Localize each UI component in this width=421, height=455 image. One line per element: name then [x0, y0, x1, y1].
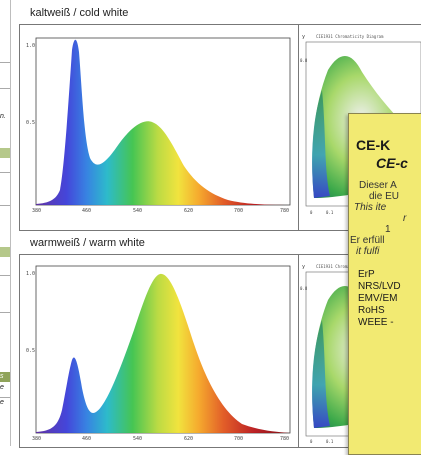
warm-white-spectrum-chart: 1.0 0.5 380 460 540 620 700 780: [26, 265, 291, 442]
ce-card-line: 1: [385, 224, 391, 235]
x-tick-label: 540: [133, 208, 142, 214]
section-title-warm-white: warmweiß / warm white: [30, 237, 145, 249]
ce-directive-item: NRS/LVD: [358, 281, 401, 292]
x-tick-label: 460: [82, 208, 91, 214]
x-tick-label: 620: [184, 436, 193, 442]
ce-card-line: Er erfüll: [350, 235, 385, 246]
x-tick-label: 620: [184, 208, 193, 214]
x-tick-label: 780: [280, 208, 289, 214]
cie-gamut-blue: [312, 320, 330, 428]
cie-y-label: y: [302, 34, 305, 40]
spectrum-curve: [36, 39, 290, 206]
cie-y-tick: 0.8: [300, 286, 308, 291]
ce-card-line: it fulfi: [356, 246, 380, 257]
cie-y-tick: 0.8: [300, 58, 308, 63]
cie-title: CIE1931 Chromaticity Diagram: [316, 34, 384, 39]
ce-card-subtitle: CE-c: [376, 155, 408, 171]
x-tick-label: 380: [32, 208, 41, 214]
x-tick-label: 380: [32, 436, 41, 442]
strip-highlight: [0, 247, 10, 257]
cie-x-tick: 0.1: [326, 439, 334, 444]
ce-directive-item: RoHS: [358, 305, 385, 316]
cie-x-tick: 0.1: [326, 210, 334, 215]
strip-text: n.: [0, 113, 6, 120]
section-title-cold-white: kaltweiß / cold white: [30, 7, 129, 19]
ce-directive-item: ErP: [358, 269, 375, 280]
y-tick-label: 1.0: [26, 43, 35, 49]
spectrum-curve: [36, 273, 290, 433]
ce-card-line: r: [403, 213, 407, 224]
ce-card-line: This ite: [354, 202, 387, 213]
strip-divider: [0, 62, 10, 63]
strip-highlight: [0, 372, 10, 382]
ce-conformity-card: CE-K CE-c Dieser A die EU This ite r 1 E…: [348, 113, 421, 455]
strip-divider: [0, 88, 10, 89]
x-tick-label: 540: [133, 436, 142, 442]
y-tick-label: 0.5: [26, 120, 35, 126]
panel-divider: [298, 24, 299, 231]
left-panel-strip: n. s e e: [0, 0, 11, 446]
cie-x-tick: 0: [310, 210, 313, 215]
cie-x-tick: 0: [310, 439, 313, 444]
cie-gamut-blue: [312, 90, 330, 198]
strip-text: e: [0, 399, 4, 406]
strip-divider: [0, 205, 10, 206]
y-tick-label: 0.5: [26, 348, 35, 354]
ce-directive-item: EMV/EM: [358, 293, 398, 304]
strip-divider: [0, 397, 10, 398]
strip-text: s: [0, 373, 4, 380]
x-tick-label: 460: [82, 436, 91, 442]
cie-y-label: y: [302, 264, 305, 270]
ce-card-line: Dieser A: [359, 180, 397, 191]
strip-highlight: [0, 148, 10, 158]
panel-divider: [298, 254, 299, 448]
x-tick-label: 700: [234, 208, 243, 214]
y-tick-label: 1.0: [26, 271, 35, 277]
x-tick-label: 700: [234, 436, 243, 442]
ce-card-title: CE-K: [356, 137, 391, 153]
strip-divider: [0, 172, 10, 173]
x-tick-label: 780: [280, 436, 289, 442]
cold-white-spectrum-chart: 1.0 0.5 380 460 540 620 700 780: [26, 37, 291, 214]
strip-divider: [0, 275, 10, 276]
strip-text: e: [0, 384, 4, 391]
strip-divider: [0, 312, 10, 313]
ce-card-line: die EU: [369, 191, 400, 202]
ce-directive-item: WEEE -: [358, 317, 394, 328]
